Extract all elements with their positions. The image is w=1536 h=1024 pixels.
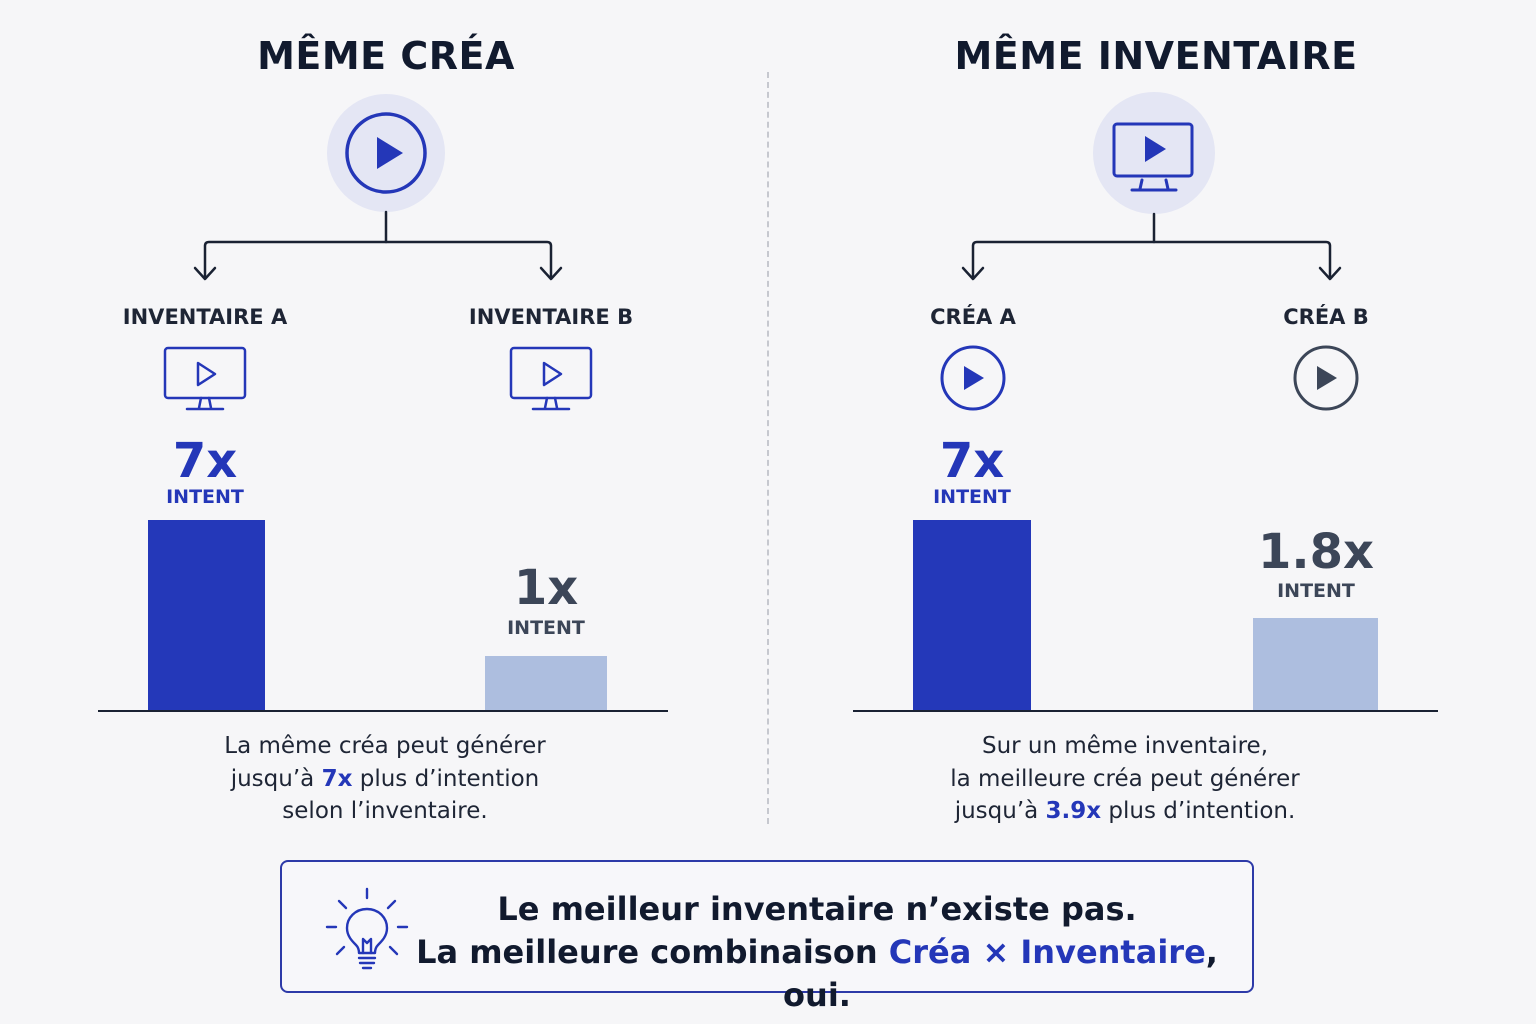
left-tree-diagram: [163, 94, 593, 411]
left-caption-highlight: 7x: [321, 765, 353, 792]
play-circle-icon: [1293, 345, 1359, 411]
branch-connector: [961, 212, 1342, 281]
right-caption-line3: jusqu’à 3.9x plus d’intention.: [954, 798, 1296, 824]
unit-crea-a: INTENT: [933, 486, 1011, 508]
bar-crea-a: [913, 520, 1031, 710]
bar-inventaire-b: [485, 656, 607, 710]
right-caption-line1: Sur un même inventaire,: [981, 733, 1269, 759]
play-circle-icon: [327, 94, 445, 212]
right-title: MÊME INVENTAIRE: [954, 34, 1358, 78]
left-caption-line2: jusqu’à 7x plus d’intention: [230, 765, 540, 792]
monitor-play-icon: [509, 346, 593, 411]
bar-inventaire-a: [148, 520, 265, 710]
right-caption-line2: la meilleure créa peut générer: [950, 765, 1300, 792]
value-crea-a: 7x: [939, 433, 1005, 489]
left-title: MÊME CRÉA: [257, 34, 515, 78]
left-caption: La même créa peut générer jusqu’à 7x plu…: [130, 730, 640, 828]
right-caption-highlight: 3.9x: [1045, 798, 1102, 824]
monitor-play-icon: [163, 346, 247, 411]
branch-label-inventaire-a: INVENTAIRE A: [122, 305, 288, 329]
callout-text: Le meilleur inventaire n’existe pas. La …: [402, 888, 1232, 1017]
right-caption: Sur un même inventaire, la meilleure cré…: [870, 730, 1380, 828]
lightbulb-icon: [325, 887, 409, 970]
monitor-play-icon: [1093, 92, 1215, 214]
callout-highlight: Créa × Inventaire: [888, 933, 1206, 971]
branch-connector: [193, 210, 563, 281]
unit-inventaire-a: INTENT: [166, 486, 244, 508]
bar-crea-b: [1253, 618, 1378, 710]
right-baseline: [853, 710, 1438, 712]
left-caption-line1: La même créa peut générer: [224, 733, 546, 759]
left-caption-line3: selon l’inventaire.: [282, 798, 488, 824]
branch-label-crea-a: CRÉA A: [930, 305, 1016, 329]
panel-divider: [767, 72, 769, 824]
value-inventaire-a: 7x: [172, 433, 238, 489]
right-tree-diagram: [940, 92, 1359, 411]
conclusion-callout: Le meilleur inventaire n’existe pas. La …: [280, 860, 1254, 1014]
unit-crea-b: INTENT: [1277, 580, 1355, 602]
value-inventaire-b: 1x: [513, 560, 579, 616]
unit-inventaire-b: INTENT: [507, 617, 585, 639]
callout-line2: La meilleure combinaison Créa × Inventai…: [416, 933, 1218, 1014]
value-crea-b: 1.8x: [1258, 524, 1374, 580]
play-circle-icon: [940, 345, 1006, 411]
left-baseline: [98, 710, 668, 712]
branch-label-inventaire-b: INVENTAIRE B: [468, 305, 634, 329]
branch-label-crea-b: CRÉA B: [1283, 305, 1369, 329]
callout-line1: Le meilleur inventaire n’existe pas.: [497, 890, 1137, 928]
